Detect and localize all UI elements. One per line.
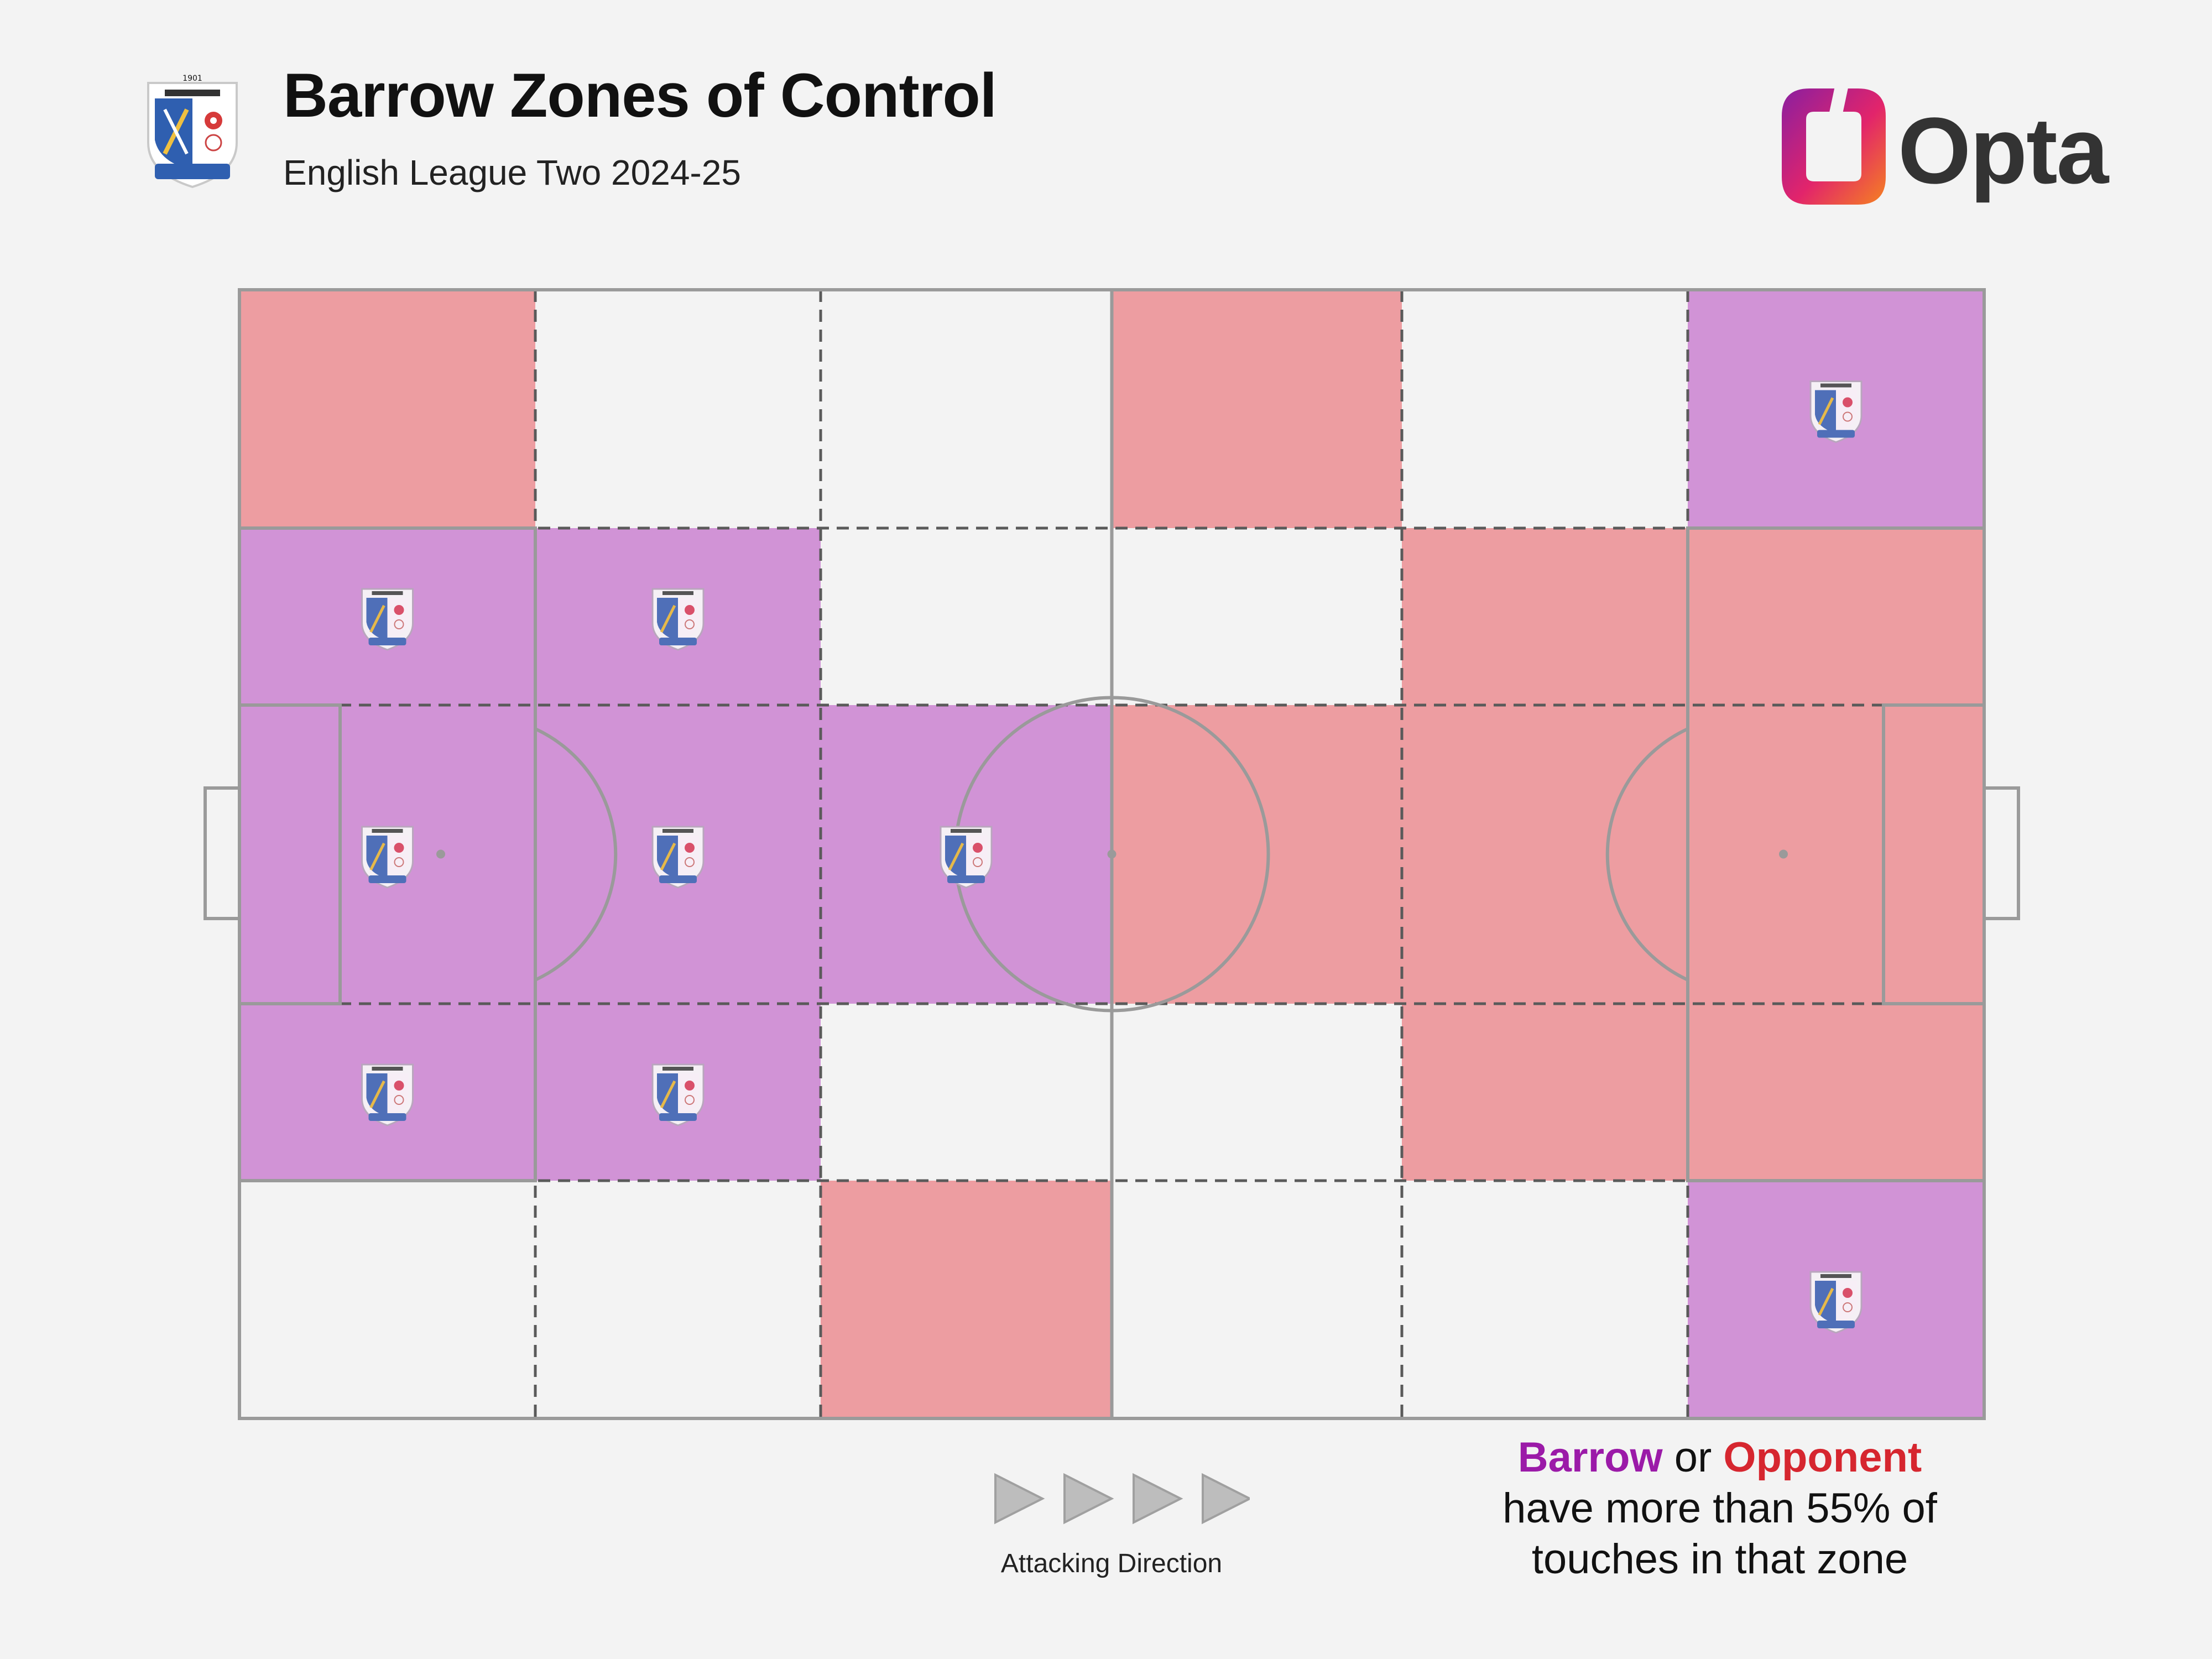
arrow-icon — [1063, 1473, 1114, 1525]
zone-cell-neutral — [821, 1004, 1112, 1181]
barrow-crest-icon — [361, 1063, 414, 1126]
legend-line-2: have more than 55% of — [1503, 1485, 1937, 1532]
zone-cell-neutral — [1402, 290, 1688, 528]
zone-cell-neutral — [821, 290, 1112, 528]
zone-cell-opponent — [239, 290, 535, 528]
zone-cell-neutral — [535, 1181, 821, 1418]
zone-cell-neutral — [1112, 528, 1402, 705]
goal-right — [1983, 786, 2020, 920]
opta-wordmark: Opta — [1898, 98, 2109, 204]
attacking-direction-label: Attacking Direction — [1000, 1549, 1223, 1578]
zone-cell-opponent — [1112, 290, 1402, 528]
zone-cell-neutral — [535, 290, 821, 528]
zone-cells — [239, 290, 1984, 1418]
goal-left — [204, 786, 241, 920]
barrow-crest: 1901 — [143, 71, 242, 190]
arrow-icon — [1202, 1473, 1253, 1525]
legend-line-1: Barrow or Opponent — [1454, 1432, 1985, 1483]
penalty-arc-left — [534, 727, 618, 982]
legend-opponent: Opponent — [1723, 1434, 1922, 1481]
penalty-spot-left — [436, 849, 445, 859]
pitch-markings — [204, 288, 2020, 1420]
zone-cell-opponent — [1688, 705, 1984, 1004]
zone-cell-opponent — [1688, 1004, 1984, 1181]
zone-cell-neutral — [1112, 1181, 1402, 1418]
zone-cell-neutral — [1402, 1181, 1688, 1418]
barrow-crest-icon — [361, 588, 414, 651]
zone-cell-opponent — [1402, 1004, 1688, 1181]
page-subtitle: English League Two 2024-25 — [283, 153, 741, 192]
attacking-direction-arrows — [990, 1468, 1253, 1529]
barrow-crest-icon — [361, 826, 414, 889]
zone-cell-opponent — [1688, 528, 1984, 705]
legend-barrow: Barrow — [1517, 1434, 1663, 1481]
arrow-icon — [994, 1473, 1045, 1525]
zone-cell-neutral — [821, 528, 1112, 705]
center-spot — [1107, 849, 1117, 859]
zone-badges — [361, 380, 1863, 1334]
opta-logo — [1775, 82, 2085, 210]
barrow-crest-icon — [940, 826, 993, 889]
barrow-crest-icon — [651, 588, 705, 651]
penalty-arc-right — [1605, 727, 1689, 982]
zone-cell-opponent — [1112, 705, 1402, 1004]
zone-cell-neutral — [239, 1181, 535, 1418]
legend: Barrow or Opponent have more than 55% of… — [1454, 1432, 1985, 1585]
barrow-crest-icon — [651, 1063, 705, 1126]
zone-cell-opponent — [1402, 528, 1688, 705]
legend-or: or — [1674, 1434, 1712, 1481]
arrow-icon — [1133, 1473, 1183, 1525]
barrow-crest-icon — [651, 826, 705, 889]
legend-line-3: touches in that zone — [1531, 1536, 1908, 1583]
barrow-crest-icon — [1809, 380, 1863, 444]
penalty-spot-right — [1779, 849, 1788, 859]
page-title: Barrow Zones of Control — [283, 61, 997, 130]
zone-cell-neutral — [1112, 1004, 1402, 1181]
svg-text:1901: 1901 — [182, 74, 202, 83]
barrow-crest-icon — [1809, 1271, 1863, 1334]
zone-cell-opponent — [1402, 705, 1688, 1004]
zone-cell-opponent — [821, 1181, 1112, 1418]
